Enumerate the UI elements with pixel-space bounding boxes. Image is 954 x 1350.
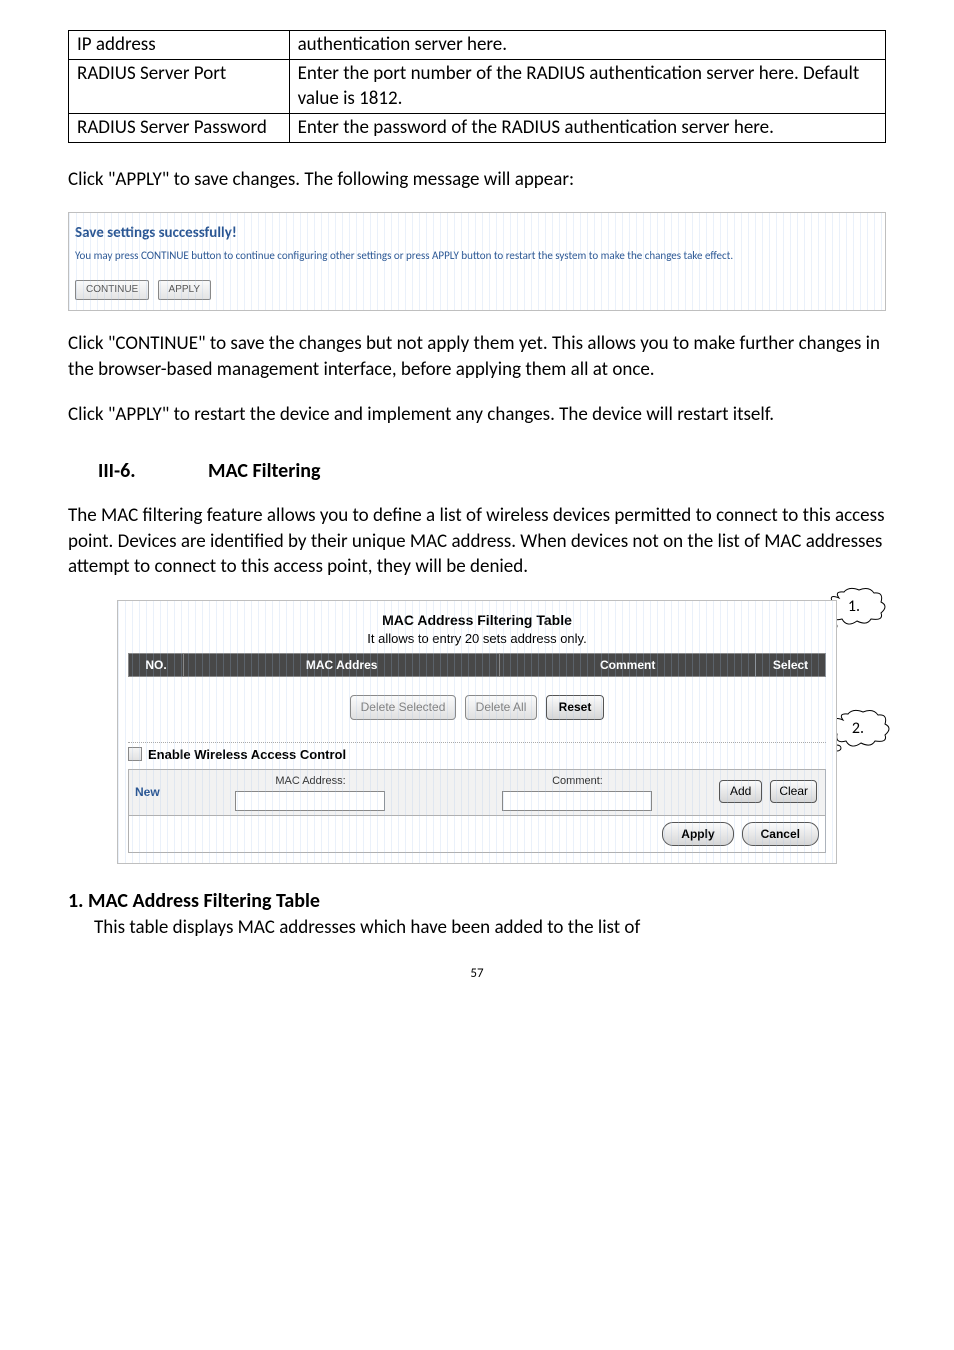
continue-button[interactable]: CONTINUE — [75, 280, 149, 300]
comment-label: Comment: — [552, 774, 603, 789]
list-item-body: This table displays MAC addresses which … — [94, 915, 886, 941]
save-settings-dialog: Save settings successfully! You may pres… — [68, 212, 886, 311]
cell-ip-desc: authentication server here. — [289, 31, 885, 60]
panel-apply-button[interactable]: Apply — [662, 822, 733, 846]
delete-all-button[interactable]: Delete All — [465, 695, 538, 719]
paragraph-mac-intro: The MAC filtering feature allows you to … — [68, 503, 886, 580]
enable-label: Enable Wireless Access Control — [148, 746, 346, 764]
section-number: III-6. — [68, 458, 208, 485]
save-dialog-title: Save settings successfully! — [75, 223, 879, 243]
mac-filter-panel: MAC Address Filtering Table It allows to… — [117, 600, 837, 864]
panel-cancel-button[interactable]: Cancel — [742, 822, 819, 846]
cell-password-desc: Enter the password of the RADIUS authent… — [289, 113, 885, 142]
cell-port-label: RADIUS Server Port — [69, 59, 290, 113]
enable-checkbox[interactable] — [128, 747, 142, 761]
section-title: MAC Filtering — [208, 458, 320, 485]
mac-panel-subtitle: It allows to entry 20 sets address only. — [128, 630, 826, 648]
clear-button[interactable]: Clear — [770, 780, 817, 802]
list-item-title: MAC Address Filtering Table — [88, 889, 320, 913]
list-item-number: 1. — [68, 889, 83, 913]
col-no: NO. — [129, 654, 184, 677]
mac-address-input[interactable] — [235, 791, 385, 811]
new-row-label: New — [135, 784, 177, 800]
mac-address-label: MAC Address: — [275, 774, 345, 789]
col-mac: MAC Addres — [184, 654, 500, 677]
page-number: 57 — [68, 965, 886, 983]
mac-panel-title: MAC Address Filtering Table — [128, 611, 826, 630]
cell-password-label: RADIUS Server Password — [69, 113, 290, 142]
paragraph-apply-restart: Click "APPLY" to restart the device and … — [68, 402, 886, 428]
cell-port-desc: Enter the port number of the RADIUS auth… — [289, 59, 885, 113]
mac-address-table: NO. MAC Addres Comment Select — [128, 653, 826, 677]
add-button[interactable]: Add — [719, 780, 762, 802]
reset-button[interactable]: Reset — [546, 695, 605, 719]
apply-button[interactable]: APPLY — [158, 280, 212, 300]
col-comment: Comment — [500, 654, 756, 677]
svg-text:2.: 2. — [852, 719, 864, 738]
delete-selected-button[interactable]: Delete Selected — [350, 695, 457, 719]
comment-input[interactable] — [502, 791, 652, 811]
svg-text:1.: 1. — [848, 597, 860, 616]
radius-table: IP address authentication server here. R… — [68, 30, 886, 143]
save-dialog-message: You may press CONTINUE button to continu… — [75, 249, 879, 264]
paragraph-apply-intro: Click "APPLY" to save changes. The follo… — [68, 167, 886, 193]
cell-ip-label: IP address — [69, 31, 290, 60]
col-select: Select — [756, 654, 826, 677]
paragraph-continue: Click "CONTINUE" to save the changes but… — [68, 331, 886, 382]
